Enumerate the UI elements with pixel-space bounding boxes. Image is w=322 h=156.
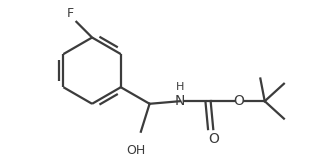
Text: H: H bbox=[176, 83, 184, 93]
Text: N: N bbox=[175, 94, 185, 108]
Text: O: O bbox=[233, 94, 244, 108]
Text: O: O bbox=[208, 132, 219, 146]
Text: OH: OH bbox=[126, 144, 145, 156]
Text: F: F bbox=[67, 7, 74, 20]
